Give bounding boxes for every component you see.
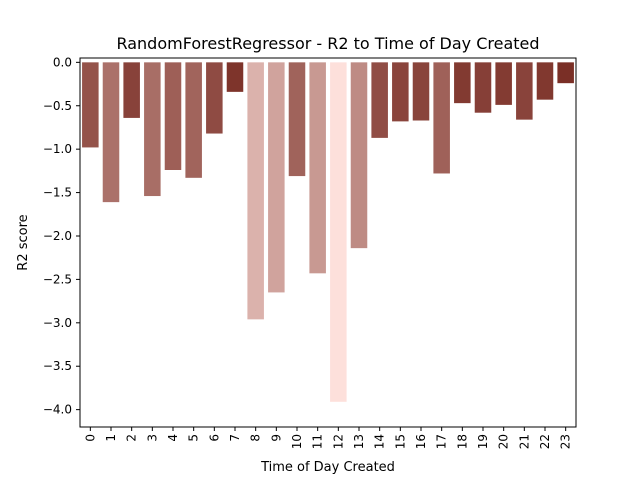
x-tick-label: 21 (517, 434, 531, 449)
bar-19 (474, 62, 492, 113)
bar-9 (268, 62, 285, 293)
bar-3 (144, 62, 161, 197)
x-tick-label: 16 (414, 434, 428, 449)
bar-4 (164, 62, 182, 171)
y-tick-label: −1.5 (43, 186, 72, 200)
x-tick-label: 22 (538, 434, 552, 449)
bar-13 (350, 62, 368, 249)
chart-title: RandomForestRegressor - R2 to Time of Da… (116, 34, 539, 53)
y-tick-label: 0.0 (53, 55, 72, 69)
x-tick-label: 18 (455, 434, 469, 449)
bar-10 (288, 62, 306, 177)
y-tick-label: −4.0 (43, 403, 72, 417)
bar-0 (82, 62, 99, 148)
x-tick-label: 23 (559, 434, 573, 449)
y-axis-label: R2 score (16, 214, 31, 270)
bar-23 (557, 62, 574, 84)
x-tick-label: 7 (228, 434, 242, 442)
bar-18 (454, 62, 471, 104)
bar-21 (516, 62, 533, 120)
x-tick-label: 6 (207, 434, 221, 442)
bar-8 (247, 62, 264, 320)
bar-22 (536, 62, 554, 100)
x-tick-label: 0 (83, 434, 97, 442)
bar-14 (371, 62, 388, 138)
x-tick-label: 9 (269, 434, 283, 442)
y-tick-label: −0.5 (43, 99, 72, 113)
x-tick-label: 4 (166, 434, 180, 442)
x-tick-label: 1 (104, 434, 118, 442)
bar-2 (123, 62, 140, 118)
axes-frame (79, 57, 577, 428)
x-tick-label: 13 (352, 434, 366, 449)
y-ticks-group: 0.0 −0.5 −1.0 −1.5 −2.0 −2.5 −3.0 −3.5 −4.0 (43, 55, 80, 417)
x-tick-label: 8 (249, 434, 263, 442)
y-tick-label: −3.5 (43, 359, 72, 373)
x-tick-label: 10 (290, 434, 304, 449)
bar-11 (309, 62, 326, 274)
bar-6 (206, 62, 223, 134)
x-tick-label: 20 (497, 434, 511, 449)
bar-17 (433, 62, 450, 174)
x-tick-label: 11 (311, 434, 325, 449)
x-tick-label: 15 (393, 434, 407, 449)
x-axis-label: Time of Day Created (260, 460, 395, 475)
bar-7 (226, 62, 244, 92)
x-tick-label: 2 (125, 434, 139, 442)
x-tick-label: 17 (435, 434, 449, 449)
bar-1 (102, 62, 120, 203)
y-tick-label: −2.5 (43, 272, 72, 286)
x-ticks-group: 0 1 2 3 4 5 6 7 8 9 10 11 12 13 14 15 16 17 18 19 20 21 22 23 (83, 427, 573, 449)
y-tick-label: −1.0 (43, 142, 72, 156)
x-tick-label: 3 (145, 434, 159, 442)
bars-group (82, 62, 574, 402)
bar-12 (330, 62, 347, 402)
bar-16 (412, 62, 430, 121)
x-tick-label: 12 (331, 434, 345, 449)
bar-20 (495, 62, 512, 105)
bar-15 (392, 62, 409, 122)
bar-5 (185, 62, 202, 178)
y-tick-label: −3.0 (43, 316, 72, 330)
y-tick-label: −2.0 (43, 229, 72, 243)
x-tick-label: 19 (476, 434, 490, 449)
x-tick-label: 5 (187, 434, 201, 442)
x-tick-label: 14 (373, 434, 387, 449)
